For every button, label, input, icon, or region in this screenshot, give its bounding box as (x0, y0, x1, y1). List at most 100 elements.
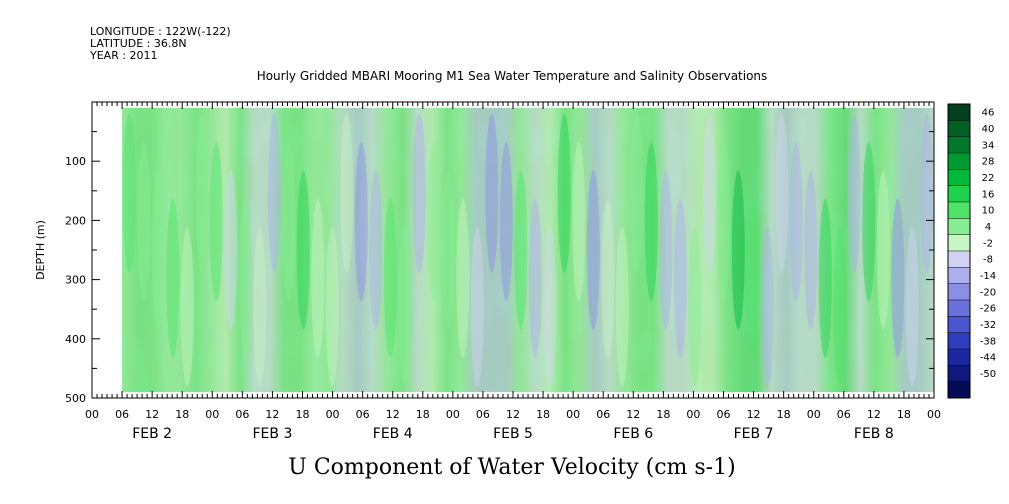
field-streak (166, 198, 180, 358)
day-label: FEB 6 (613, 426, 653, 442)
longitude-label: LONGITUDE : 122W(-122) (90, 25, 231, 38)
field-streak (122, 113, 136, 273)
colorbar-swatch (948, 283, 970, 301)
field-streak (702, 113, 716, 273)
field-streak (282, 142, 296, 302)
colorbar-swatch (948, 104, 970, 121)
field-streak (441, 170, 455, 330)
field-streak (673, 198, 687, 358)
x-tick-label: 00 (566, 408, 580, 421)
x-tick-label: 18 (656, 408, 670, 421)
field-streak (311, 198, 325, 358)
field-streak (456, 198, 470, 358)
field-streak (731, 170, 745, 330)
field-streak (862, 142, 876, 302)
x-tick-label: 06 (356, 408, 370, 421)
day-label: FEB 8 (854, 426, 894, 442)
field-streak (601, 198, 615, 358)
x-tick-label: 00 (446, 408, 460, 421)
x-axis-label: U Component of Water Velocity (cm s-1) (288, 455, 735, 480)
field-streak (514, 170, 528, 330)
colorbar-label: -8 (983, 255, 993, 266)
field-streak (325, 227, 339, 387)
field-streak (630, 113, 644, 273)
field-streak (789, 142, 803, 302)
field-streak (195, 113, 209, 273)
colorbar-label: -44 (980, 353, 996, 364)
field-streak (151, 170, 165, 330)
x-tick-label: 18 (296, 408, 310, 421)
x-tick-label: 12 (867, 408, 881, 421)
day-label: FEB 3 (252, 426, 292, 442)
x-tick-label: 12 (626, 408, 640, 421)
x-tick-label: 18 (536, 408, 550, 421)
colorbar-label: 28 (982, 157, 995, 168)
field-streak (615, 227, 629, 387)
field-streak (833, 227, 847, 387)
field-streak (775, 113, 789, 273)
colorbar-swatch (948, 153, 970, 170)
y-tick-label: 300 (65, 274, 86, 287)
day-label: FEB 5 (493, 426, 533, 442)
colorbar-swatch (948, 332, 970, 350)
y-tick-label: 400 (65, 333, 86, 346)
field-streak (572, 142, 586, 302)
day-label: FEB 2 (132, 426, 172, 442)
chart-title: Hourly Gridded MBARI Mooring M1 Sea Wate… (257, 69, 768, 83)
x-tick-label: 00 (85, 408, 99, 421)
field-streak (905, 227, 919, 387)
colorbar: 46 40 34 28 22 16 10 4 -2 -8 -14 -20 -26 -32 -38 -44 -50 (947, 103, 996, 399)
y-tick-label: 500 (65, 392, 86, 405)
field-streak (224, 170, 238, 330)
field-streak (876, 170, 890, 330)
x-tick-label: 18 (897, 408, 911, 421)
x-tick-label: 12 (386, 408, 400, 421)
field-streak (644, 142, 658, 302)
colorbar-swatch (948, 136, 970, 154)
day-label: FEB 7 (734, 426, 774, 442)
colorbar-swatch (948, 169, 970, 187)
field-streak (412, 113, 426, 273)
colorbar-label: 10 (982, 206, 995, 217)
x-tick-label: 18 (777, 408, 791, 421)
x-tick-label: 06 (476, 408, 490, 421)
colorbar-label: 4 (985, 222, 991, 233)
x-tick-label: 12 (265, 408, 279, 421)
x-tick-label: 00 (927, 408, 941, 421)
colorbar-swatch (948, 218, 970, 236)
colorbar-swatch (948, 381, 970, 399)
colorbar-label: 40 (982, 124, 995, 135)
field-streak (383, 198, 397, 358)
field-streak (920, 113, 934, 273)
y-axis-label: DEPTH (m) (34, 220, 47, 280)
field-streak (717, 142, 731, 302)
field-streak (267, 113, 281, 273)
colorbar-label: -38 (980, 336, 996, 347)
field-streak (659, 170, 673, 330)
day-label: FEB 4 (373, 426, 413, 442)
x-axis: 00 06 12 18 00 06 12 18 00 06 12 18 00 06 12 18 00 06 12 18… (85, 102, 941, 442)
colorbar-label: -20 (980, 287, 996, 298)
x-tick-label: 12 (145, 408, 159, 421)
field-streak (427, 142, 441, 302)
field-streak (398, 227, 412, 387)
field-streak (296, 170, 310, 330)
field-streak (528, 198, 542, 358)
colorbar-swatch (948, 185, 970, 203)
colorbar-swatch (948, 234, 970, 252)
field-streak (253, 227, 267, 387)
field-streak (688, 227, 702, 387)
field-streak (557, 113, 571, 273)
x-tick-label: 12 (747, 408, 761, 421)
x-tick-label: 00 (686, 408, 700, 421)
colorbar-swatch (948, 267, 970, 285)
colorbar-swatch (948, 202, 970, 219)
colorbar-label: 16 (982, 189, 995, 200)
field-streak (891, 198, 905, 358)
colorbar-label: -32 (980, 320, 996, 331)
colorbar-swatch (948, 300, 970, 317)
colorbar-label: 22 (982, 173, 995, 184)
latitude-label: LATITUDE : 36.8N (90, 37, 187, 50)
heatmap-texture (122, 107, 935, 393)
